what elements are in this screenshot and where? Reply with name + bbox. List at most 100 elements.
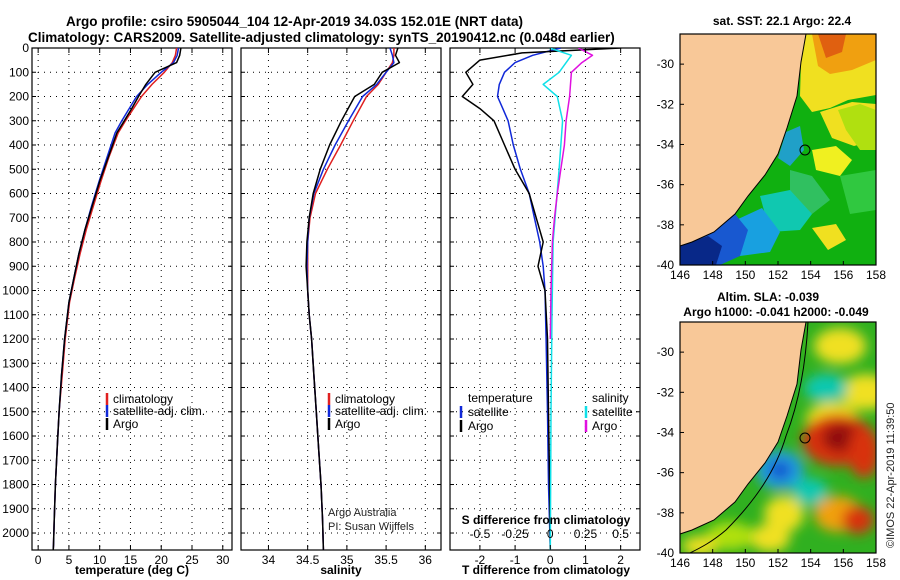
- legend-label-argo: Argo: [113, 417, 139, 431]
- salinity-xlabel: salinity: [320, 563, 362, 577]
- x-tick-label: 35.5: [374, 553, 398, 567]
- x-tick-label: 35: [340, 553, 354, 567]
- map-x-tick-label: 146: [670, 556, 690, 570]
- x2-tick-label: -0.25: [501, 527, 529, 541]
- difference-panel: [449, 47, 641, 551]
- figure-title-line2: Climatology: CARS2009. Satellite-adjuste…: [28, 30, 615, 45]
- sst-map-title: sat. SST: 22.1 Argo: 22.4: [713, 14, 852, 28]
- depth-tick-label: 1900: [2, 502, 29, 516]
- legend-title-salinity: salinity: [592, 391, 629, 405]
- temperature-panel: [31, 47, 233, 551]
- sla-map-subtitle: Argo h1000: -0.041 h2000: -0.049: [683, 305, 869, 319]
- depth-tick-label: 1800: [2, 478, 29, 492]
- depth-tick-label: 300: [9, 114, 29, 128]
- series-argo: [305, 48, 401, 550]
- depth-tick-label: 0: [22, 41, 29, 55]
- credit-line2: PI: Susan Wijffels: [328, 521, 414, 533]
- depth-tick-label: 900: [9, 259, 29, 273]
- map-y-tick-label: -36: [657, 466, 675, 480]
- depth-tick-label: 1400: [2, 381, 29, 395]
- x2-tick-label: -0.5: [470, 527, 491, 541]
- series-temperature-argo: [461, 48, 621, 550]
- figure-title-line1: Argo profile: csiro 5905044_104 12-Apr-2…: [66, 14, 523, 29]
- map-y-tick-label: -34: [657, 137, 675, 151]
- legend-label-t-satellite: satellite: [468, 405, 509, 419]
- x-tick-label: 20: [155, 553, 169, 567]
- x-tick-label: 36: [419, 553, 433, 567]
- map-y-tick-label: -38: [657, 506, 675, 520]
- map-y-tick-label: -38: [657, 218, 675, 232]
- x-tick-label: 34.5: [296, 553, 320, 567]
- x-tick-label: -1: [510, 553, 521, 567]
- salinity-legend: climatology satellite-adj. clim. Argo: [327, 392, 427, 431]
- map-y-tick-label: -30: [657, 57, 675, 71]
- map-y-tick-label: -40: [657, 546, 675, 560]
- map-y-tick-label: -40: [657, 258, 675, 272]
- difference-xlabel: T difference from climatology: [462, 563, 630, 577]
- depth-tick-label: 1000: [2, 284, 29, 298]
- map-x-tick-label: 154: [801, 556, 821, 570]
- temperature-legend: climatology satellite-adj. clim. Argo: [105, 392, 205, 431]
- sst-map: [680, 34, 876, 265]
- legend-label-climatology: climatology: [335, 392, 395, 406]
- map-x-tick-label: 150: [735, 268, 755, 282]
- x2-tick-label: 0.25: [574, 527, 598, 541]
- depth-tick-label: 1700: [2, 453, 29, 467]
- map-x-tick-label: 150: [735, 556, 755, 570]
- sla-coastline: [679, 321, 807, 535]
- legend-label-t-argo: Argo: [468, 419, 494, 433]
- map-y-tick-label: -30: [657, 345, 675, 359]
- sst-float-marker: [799, 144, 811, 156]
- x-tick-label: 34: [262, 553, 276, 567]
- legend-label-s-argo: Argo: [592, 419, 618, 433]
- legend-title-temperature: temperature: [468, 391, 533, 405]
- map-y-tick-label: -32: [657, 97, 675, 111]
- depth-tick-label: 1500: [2, 405, 29, 419]
- series-satellite-adj-clim-: [52, 48, 180, 550]
- legend-label-satellite: satellite-adj. clim.: [335, 404, 427, 418]
- x-tick-label: 1: [582, 553, 589, 567]
- depth-tick-label: 800: [9, 235, 29, 249]
- depth-tick-label: 100: [9, 65, 29, 79]
- sla-map-title: Altim. SLA: -0.039: [717, 290, 819, 304]
- x2-tick-label: 0: [547, 527, 554, 541]
- series-salinity-argo: [549, 48, 594, 340]
- depth-tick-label: 400: [9, 138, 29, 152]
- difference-x2label: S difference from climatology: [462, 513, 631, 527]
- map-x-tick-label: 152: [768, 556, 788, 570]
- x-tick-label: 30: [216, 553, 230, 567]
- map-x-tick-label: 146: [670, 268, 690, 282]
- depth-tick-label: 1300: [2, 356, 29, 370]
- map-y-tick-label: -36: [657, 178, 675, 192]
- difference-legend-temperature: temperature satellite Argo: [459, 391, 533, 433]
- map-y-tick-label: -34: [657, 425, 675, 439]
- depth-tick-label: 500: [9, 162, 29, 176]
- map-y-tick-label: -32: [657, 385, 675, 399]
- x2-tick-label: 0.5: [612, 527, 629, 541]
- map-x-tick-label: 156: [833, 268, 853, 282]
- imos-timestamp: ©IMOS 22-Apr-2019 11:39:50: [885, 403, 897, 548]
- depth-tick-label: 1600: [2, 429, 29, 443]
- legend-label-s-satellite: satellite: [592, 405, 633, 419]
- x-tick-label: -2: [475, 553, 486, 567]
- credit-line1: Argo Australia: [328, 507, 397, 519]
- depth-tick-label: 200: [9, 90, 29, 104]
- map-x-tick-label: 148: [703, 556, 723, 570]
- x-tick-label: 0: [547, 553, 554, 567]
- x-tick-label: 0: [35, 553, 42, 567]
- x-tick-label: 15: [124, 553, 138, 567]
- map-x-tick-label: 154: [801, 268, 821, 282]
- legend-label-argo: Argo: [335, 417, 361, 431]
- series-salinity-satellite: [542, 48, 573, 550]
- legend-label-satellite: satellite-adj. clim.: [113, 404, 205, 418]
- legend-label-climatology: climatology: [113, 392, 173, 406]
- temperature-xlabel: temperature (deg C): [75, 563, 189, 577]
- depth-tick-label: 700: [9, 211, 29, 225]
- x-tick-label: 2: [617, 553, 624, 567]
- depth-tick-label: 1200: [2, 332, 29, 346]
- depth-tick-label: 600: [9, 187, 29, 201]
- map-x-tick-label: 158: [866, 268, 886, 282]
- sla-map: [680, 322, 876, 553]
- depth-tick-label: 2000: [2, 526, 29, 540]
